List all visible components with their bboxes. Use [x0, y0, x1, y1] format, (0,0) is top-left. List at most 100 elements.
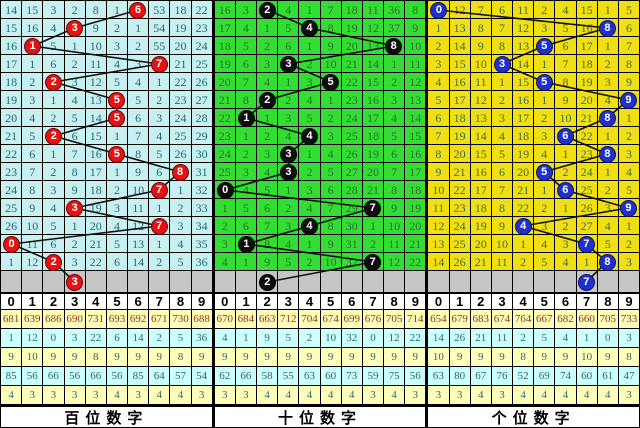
stat-cell: 8	[513, 348, 535, 366]
pending-cell	[128, 271, 150, 292]
miss-count-cell: 4	[598, 217, 619, 234]
miss-count-cell: 18	[409, 182, 422, 197]
stat-cell: 58	[257, 367, 279, 385]
miss-count-cell: 26	[1, 217, 23, 234]
miss-count-cell: 2	[128, 37, 150, 54]
miss-count-cell: 3	[534, 19, 556, 36]
pending-cell	[534, 271, 556, 292]
digit-column-header: 3	[492, 294, 514, 309]
miss-count-cell: 5	[321, 163, 342, 180]
miss-count-cell: 17	[409, 164, 422, 179]
trend-row: 7 19 14 4 18 3 22 1 2	[428, 127, 639, 145]
stat-cell: 3	[65, 329, 86, 347]
miss-count-cell: 4	[384, 109, 406, 126]
hit-marker: 5	[108, 145, 126, 163]
miss-count-cell: 6	[128, 109, 150, 126]
miss-count-cell: 7	[471, 1, 492, 18]
hit-marker: 2	[45, 73, 63, 91]
miss-count-cell: 1	[625, 110, 632, 125]
pending-marker: 2	[258, 273, 276, 291]
miss-count-cell: 17	[363, 109, 385, 126]
miss-count-cell: 5	[278, 253, 300, 270]
stat-cell: 12	[384, 329, 406, 347]
miss-count-cell: 4	[299, 199, 321, 216]
trend-row: 16 3 4 1 7 18 11 36 8	[214, 1, 426, 19]
stat-cell: 663	[257, 310, 279, 328]
digit-column-header: 3	[278, 294, 300, 309]
stat-cell: 63	[428, 367, 450, 385]
trend-row: 17 1 6 2 11 4 3 21 25	[1, 55, 212, 73]
stat-cell: 676	[363, 310, 385, 328]
stat-cell: 0	[598, 329, 619, 347]
stat-cell: 56	[22, 367, 44, 385]
trend-row: 1 12 3 22 6 14 2 5 36	[1, 253, 212, 271]
miss-count-cell: 1	[107, 1, 129, 18]
miss-count-cell: 6	[321, 181, 342, 198]
miss-count-cell: 7	[321, 1, 342, 18]
miss-count-cell: 1	[107, 127, 129, 144]
digit-column-header: 6	[128, 294, 150, 309]
miss-count-cell: 8	[321, 19, 342, 36]
miss-count-cell: 22	[86, 253, 107, 270]
miss-count-cell: 4	[321, 145, 342, 162]
stat-cell: 9	[412, 350, 419, 363]
miss-count-cell: 16	[577, 19, 598, 36]
hit-marker: 4	[514, 217, 532, 235]
digit-column-header: 5	[534, 294, 556, 309]
stat-cell: 0	[43, 329, 65, 347]
hit-marker: 4	[300, 19, 318, 37]
stat-row: 10 9 9 9 8 9 9 10 9 8	[428, 348, 639, 367]
miss-count-cell: 4	[278, 127, 300, 144]
miss-count-cell: 2	[534, 109, 556, 126]
miss-count-cell: 6	[43, 235, 65, 252]
stat-cell: 66	[236, 367, 258, 385]
stat-cell: 10	[321, 329, 342, 347]
miss-count-cell: 1	[598, 37, 619, 54]
miss-count-cell: 4	[534, 145, 556, 162]
digit-column-header: 5	[321, 294, 342, 309]
trend-row: 2 6 7 3 8 30 1 10 20	[214, 217, 426, 235]
stats-rows: 670 684 663 712 704 674 699 676 705 714 4 1 9 5 2 10 32 0…	[214, 310, 426, 405]
digit-column-header: 4	[513, 294, 535, 309]
miss-count-cell: 1	[598, 127, 619, 144]
miss-count-cell: 1	[555, 145, 577, 162]
stat-cell: 682	[555, 310, 577, 328]
trend-row: 24 8 3 9 18 2 10 1 32	[1, 181, 212, 199]
miss-count-cell: 13	[363, 37, 385, 54]
miss-count-cell: 9	[492, 217, 514, 234]
stat-cell: 9	[363, 348, 385, 366]
hit-marker: 3	[493, 55, 511, 73]
miss-count-cell: 15	[471, 145, 492, 162]
miss-count-cell: 1	[577, 253, 598, 270]
stat-cell: 2	[149, 329, 171, 347]
stat-cell: 3	[128, 386, 150, 404]
panel-footer-label: 十位数字	[214, 405, 426, 427]
miss-count-cell: 10	[384, 217, 406, 234]
miss-count-cell: 1	[1, 253, 23, 270]
miss-count-cell: 25	[1, 199, 23, 216]
stat-cell: 714	[407, 312, 424, 325]
miss-count-cell: 28	[342, 181, 363, 198]
trend-row: 20 4 2 5 14 6 3 24 28	[1, 109, 212, 127]
stat-cell: 26	[450, 329, 471, 347]
miss-count-cell: 30	[342, 217, 363, 234]
stat-cell: 57	[170, 367, 192, 385]
stat-cell: 5	[534, 329, 556, 347]
trend-row: 15 16 4 9 2 1 54 19 23	[1, 19, 212, 37]
miss-count-cell: 2	[107, 19, 129, 36]
trend-row: 18 2 3 12 5 4 1 22 26	[1, 73, 212, 91]
stat-cell: 764	[513, 310, 535, 328]
hit-marker: 1	[237, 235, 255, 253]
digit-column-header: 0	[1, 294, 23, 309]
stat-cell: 67	[471, 367, 492, 385]
miss-count-cell: 8	[128, 145, 150, 162]
miss-count-cell: 4	[236, 19, 258, 36]
miss-count-cell: 1	[149, 199, 171, 216]
miss-count-cell: 4	[534, 235, 556, 252]
stat-cell: 684	[236, 310, 258, 328]
stat-cell: 1	[236, 329, 258, 347]
miss-count-cell: 14	[128, 253, 150, 270]
stat-cell: 9	[236, 348, 258, 366]
digit-column-header: 2	[471, 294, 492, 309]
